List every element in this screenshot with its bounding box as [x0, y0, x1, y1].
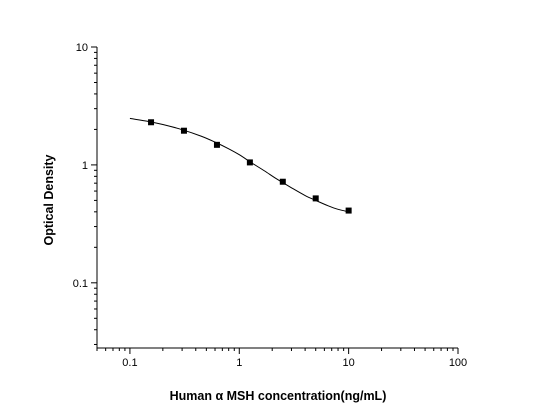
x-tick-label: 10 [343, 357, 355, 369]
x-tick-label: 1 [236, 357, 242, 369]
y-tick-label: 0.1 [73, 278, 88, 290]
data-point [180, 127, 187, 134]
x-tick-label: 100 [449, 357, 467, 369]
y-tick-label: 10 [76, 42, 88, 54]
data-point [246, 159, 253, 166]
data-point [312, 195, 319, 202]
data-point [148, 119, 155, 126]
data-point [345, 207, 352, 214]
points-layer [148, 119, 352, 214]
ticks-layer: 0.1 1 10 100 0.1 1 10 [73, 42, 467, 369]
x-axis-title: Human α MSH concentration(ng/mL) [170, 389, 387, 403]
x-tick-label: 0.1 [122, 357, 137, 369]
y-tick-label: 1 [82, 160, 88, 172]
data-point [279, 178, 286, 185]
y-axis-title: Optical Density [42, 154, 56, 245]
data-point [213, 141, 220, 148]
